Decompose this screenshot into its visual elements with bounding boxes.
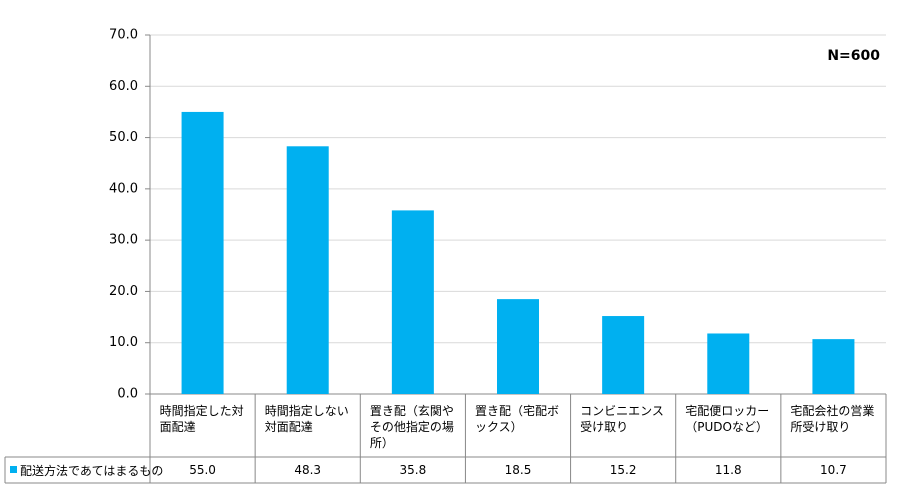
legend-label: 配送方法であてはまるもの: [20, 464, 164, 478]
bar: [707, 333, 750, 394]
y-tick-label: 10.0: [109, 335, 138, 350]
x-tick-label: 置き配（玄関やその他指定の場所）: [369, 404, 454, 450]
y-tick-label: 60.0: [109, 79, 138, 94]
x-tick-label: 時間指定しない対面配達: [264, 404, 349, 434]
y-tick-label: 20.0: [109, 284, 138, 299]
bar: [497, 299, 539, 394]
table-value: 35.8: [399, 463, 427, 477]
table-value: 55.0: [189, 463, 216, 477]
table-value: 10.7: [820, 463, 847, 477]
x-tick-label: コンビニエンス受け取り: [580, 404, 664, 434]
annotation: N=600: [827, 48, 880, 64]
bar: [602, 316, 645, 394]
y-tick-label: 70.0: [109, 28, 138, 43]
table-value: 18.5: [504, 463, 532, 477]
x-tick-label: 宅配便ロッカー（PUDOなど）: [685, 404, 770, 434]
y-tick-label: 0.0: [117, 387, 138, 402]
table-value: 48.3: [294, 463, 322, 477]
bar: [286, 146, 329, 394]
bar: [812, 339, 855, 394]
bar: [181, 111, 224, 394]
x-tick-label: 時間指定した対面配達: [159, 404, 244, 434]
x-tick-label: 宅配会社の営業所受け取り: [790, 404, 875, 434]
bar: [391, 210, 434, 394]
x-tick-label: 置き配（宅配ボックス）: [475, 404, 560, 434]
y-tick-label: 40.0: [109, 181, 138, 196]
legend-marker: [10, 466, 17, 473]
y-tick-label: 50.0: [109, 130, 138, 145]
table-value: 11.8: [714, 463, 742, 477]
table-value: 15.2: [609, 463, 637, 477]
y-tick-label: 30.0: [109, 233, 138, 248]
